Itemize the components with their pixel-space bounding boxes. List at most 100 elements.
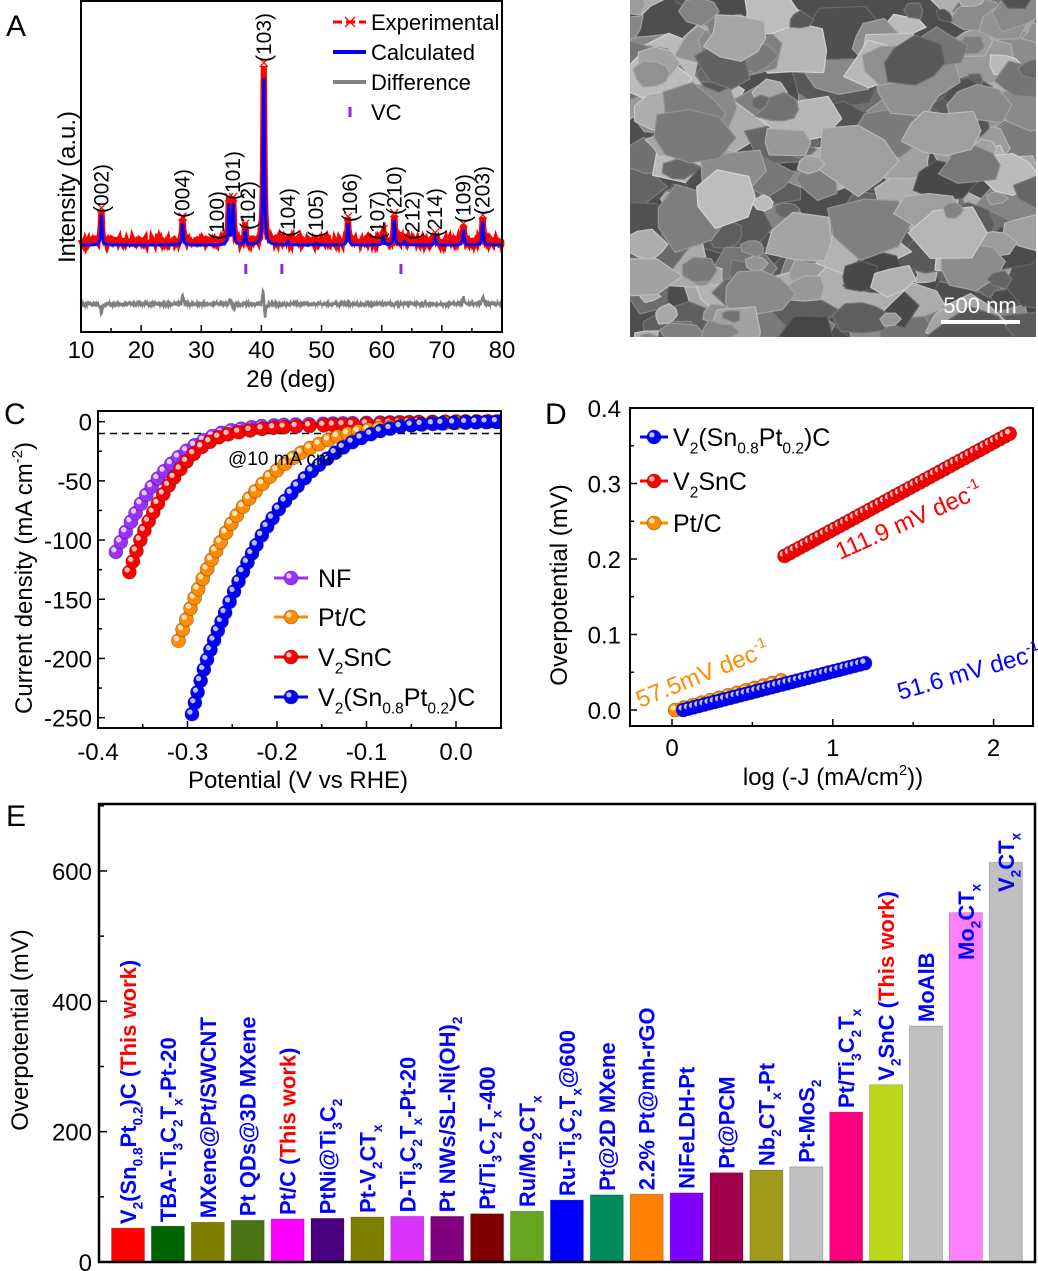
y-tick-label: 0 bbox=[79, 410, 92, 437]
peak-hkl-label: (109) bbox=[452, 174, 475, 223]
sem-particle bbox=[935, 8, 953, 23]
sem-particle bbox=[778, 315, 834, 337]
bar bbox=[430, 1215, 465, 1263]
legend-sphere-icon bbox=[646, 515, 662, 531]
bar bbox=[589, 1194, 624, 1263]
data-marker bbox=[478, 414, 494, 430]
bar bbox=[310, 1217, 345, 1263]
sem-particle bbox=[681, 256, 718, 283]
panel-label-e: E bbox=[6, 800, 26, 833]
legend-item: V2(Sn0.8Pt0.2)C bbox=[640, 424, 830, 458]
tafel-x-axis-label: log (-J (mA/cm2)) bbox=[743, 763, 923, 791]
sem-particle bbox=[1000, 0, 1032, 10]
sem-particle bbox=[632, 60, 671, 88]
sem-particle bbox=[764, 211, 833, 262]
sem-particle bbox=[696, 169, 756, 229]
bar bbox=[230, 1219, 265, 1263]
peak-hkl-label: (002) bbox=[90, 164, 113, 213]
bar bbox=[869, 1084, 903, 1263]
legend-label: V2(Sn0.8Pt0.2)C bbox=[673, 424, 830, 458]
bar-label: Pt/Ti3C2Tx bbox=[834, 1008, 864, 1108]
sem-particle bbox=[703, 14, 767, 62]
peak-hkl-label: (210) bbox=[383, 166, 406, 215]
y-tick-label: 0.1 bbox=[588, 623, 621, 650]
legend-label: V2SnC bbox=[318, 644, 392, 678]
y-tick-label: -250 bbox=[44, 706, 92, 733]
bar bbox=[988, 862, 1023, 1263]
bar-y-axis-label: Overpotential (mV) bbox=[7, 929, 34, 1130]
sem-particle bbox=[903, 2, 924, 20]
bar-label: V2CTx bbox=[994, 832, 1024, 892]
experimental-point bbox=[389, 208, 399, 218]
bar bbox=[709, 1172, 744, 1263]
legend-item: V2(Sn0.8Pt0.2)C bbox=[274, 684, 475, 718]
legend-item: Pt/C bbox=[274, 604, 367, 632]
bar-label: Pt-V2CTx bbox=[355, 1124, 385, 1213]
experimental-point bbox=[459, 219, 468, 229]
reference-line-label: @10 mA cm-2 bbox=[228, 447, 342, 470]
experimental-point bbox=[259, 58, 269, 68]
panel-b-sem-image: 500 nm bbox=[630, 0, 1036, 337]
x-tick-label: 1 bbox=[826, 735, 839, 762]
xrd-y-axis-label: Intensity (a.u.) bbox=[54, 111, 81, 263]
sem-particle bbox=[639, 332, 658, 337]
experimental-point bbox=[228, 192, 238, 202]
data-marker bbox=[125, 554, 141, 569]
y-tick-label: 400 bbox=[52, 989, 92, 1016]
legend-label: Experimental bbox=[371, 10, 499, 35]
bar-y-ticks: 0 200 400 600 bbox=[52, 805, 107, 1271]
bar-label: V2(Sn0.8Pt0.2)C (This work) bbox=[116, 960, 146, 1224]
bar bbox=[190, 1221, 225, 1263]
y-tick-label: 0 bbox=[79, 1250, 92, 1271]
tafel-plot-area bbox=[667, 426, 1018, 718]
legend-sphere-icon bbox=[646, 473, 662, 489]
difference-series bbox=[79, 286, 503, 319]
bar-labels: V2(Sn0.8Pt0.2)C (This work) TBA-Ti3C2Tx-P… bbox=[116, 832, 1023, 1224]
bar-label: Pt-MoS2 bbox=[794, 1079, 824, 1163]
experimental-point bbox=[178, 212, 188, 222]
bar-label: Ru/Mo2CTx bbox=[515, 1095, 545, 1207]
legend-label: Pt/C bbox=[673, 510, 722, 538]
legend-label: Calculated bbox=[371, 40, 475, 65]
sem-micrograph bbox=[630, 0, 1036, 337]
tafel-ticks: 0.0 0.1 0.2 0.3 0.4 0 1 2 bbox=[588, 396, 1001, 762]
sem-particle bbox=[870, 265, 917, 298]
x-tick-label: 40 bbox=[248, 337, 275, 364]
bar-label: Pt/Ti3C2Tx-400 bbox=[475, 1066, 505, 1209]
x-tick-label: 0.0 bbox=[439, 739, 472, 766]
sem-particle bbox=[789, 10, 815, 29]
experimental-point bbox=[311, 233, 321, 243]
legend-item: NF bbox=[274, 565, 351, 593]
experimental-point bbox=[379, 224, 388, 234]
panel-c-polarization-chart: 0-50-100-150-200-250-0.4 -0.3 -0.2 -0.1 0.0 … bbox=[10, 410, 502, 794]
peak-hkl-label: (103) bbox=[253, 13, 276, 62]
bar bbox=[669, 1192, 704, 1263]
data-marker bbox=[129, 543, 144, 559]
sem-particle bbox=[1017, 59, 1036, 79]
bar bbox=[749, 1169, 784, 1263]
bar-label: D-Ti3C2Tx-Pt-20 bbox=[395, 1057, 425, 1213]
tafel-y-axis-label: Overpotential (mV) bbox=[546, 484, 573, 685]
peak-hkl-label: (106) bbox=[339, 173, 362, 222]
sem-particle bbox=[942, 201, 965, 220]
data-marker bbox=[242, 422, 258, 438]
sem-particle bbox=[900, 110, 982, 157]
sem-particle bbox=[678, 0, 720, 27]
sem-particle bbox=[877, 315, 937, 337]
data-marker bbox=[184, 706, 200, 722]
data-marker bbox=[193, 673, 209, 689]
sem-particle bbox=[842, 260, 879, 292]
sem-particle bbox=[826, 198, 912, 262]
y-tick-label: 200 bbox=[52, 1120, 92, 1147]
polarization-legend: NF Pt/C V2SnC V2(Sn0.8Pt0.2)C bbox=[274, 565, 475, 718]
sem-particle bbox=[754, 91, 800, 122]
sem-particle bbox=[1012, 175, 1036, 209]
polarization-x-axis-label: Potential (V vs RHE) bbox=[188, 767, 408, 794]
x-tick-label: -0.1 bbox=[346, 739, 387, 766]
peak-hkl-label: (102) bbox=[237, 181, 260, 230]
peak-hkl-label: (100) bbox=[206, 191, 229, 240]
data-marker bbox=[288, 419, 304, 434]
panel-e-bar-chart: 0 200 400 600 Overpotential (mV) V2(Sn0.8Pt… bbox=[7, 802, 1037, 1271]
y-tick-label: 0.2 bbox=[588, 547, 621, 574]
bar-label: MXene@Pt/SWCNT bbox=[196, 1017, 221, 1219]
